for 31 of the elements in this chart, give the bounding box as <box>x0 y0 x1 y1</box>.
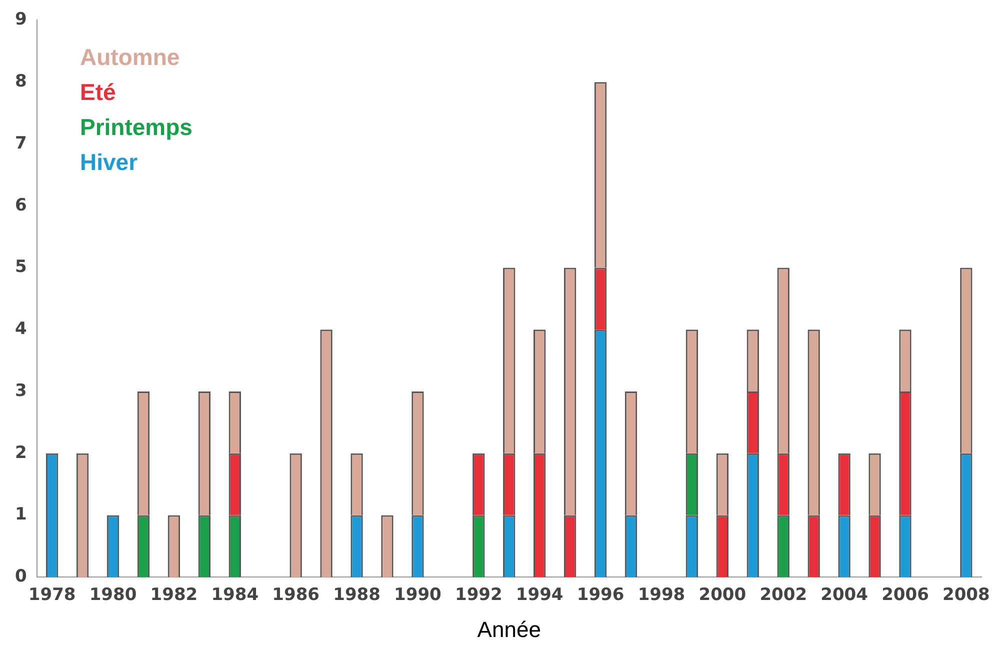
x-tick-label: 1990 <box>394 584 442 605</box>
x-tick-label: 1998 <box>638 584 686 605</box>
y-tick-label: 6 <box>14 195 27 216</box>
x-tick-label: 2004 <box>820 584 868 605</box>
y-tick-label: 7 <box>14 133 27 154</box>
x-tick-label: 1994 <box>516 584 564 605</box>
y-tick-label: 9 <box>14 10 27 30</box>
x-tick-label: 1978 <box>28 584 76 605</box>
text: Hiver <box>80 148 139 177</box>
text: Eté <box>80 78 117 107</box>
x-tick-label: 1984 <box>211 584 259 605</box>
y-tick-label: 2 <box>14 442 27 463</box>
x-tick-label: 1992 <box>454 584 502 605</box>
y-tick-label: 8 <box>14 72 27 92</box>
x-tick-label: 1988 <box>333 584 380 605</box>
y-tick-label: 0 <box>14 566 27 587</box>
x-tick-label: 1996 <box>576 584 624 605</box>
y-tick-label: 3 <box>14 380 27 401</box>
x-tick-label: 2002 <box>760 584 808 605</box>
x-axis-title: Année <box>477 616 541 642</box>
x-tick-label: 2006 <box>882 584 929 605</box>
y-tick-label: 4 <box>14 319 27 340</box>
x-tick-label: 1986 <box>272 584 320 605</box>
x-tick-label: 2000 <box>698 584 746 605</box>
x-tick-label: 1982 <box>150 584 198 605</box>
y-tick-label: 5 <box>14 257 27 278</box>
x-tick-label: 2008 <box>942 584 990 605</box>
text: Printemps <box>80 113 192 142</box>
x-tick-label: 1980 <box>89 584 137 605</box>
text: Automne <box>80 43 181 72</box>
y-tick-label: 1 <box>14 504 27 525</box>
